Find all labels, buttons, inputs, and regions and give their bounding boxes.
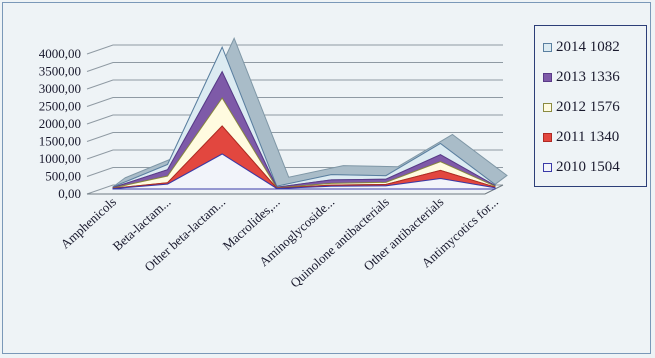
legend-item: 2011 1340: [543, 122, 646, 152]
legend-swatch: [543, 132, 552, 142]
legend-item: 2013 1336: [543, 62, 646, 92]
x-tick-label: Quinolone antibacterials: [287, 194, 392, 290]
y-tick-label: 500,00: [45, 169, 81, 184]
chart-area: 4000,00 3500,00 3000,00 2500,00 2000,00 1500,…: [39, 36, 508, 291]
legend: 2014 1082 2013 1336 2012 1576 2011 1340 2010…: [534, 25, 647, 187]
y-tick-label: 2500,00: [39, 99, 81, 114]
floor-edge: [87, 184, 504, 195]
legend-label: 2013 1336: [556, 68, 620, 85]
legend-item: 2010 1504: [543, 152, 646, 182]
legend-label: 2011 1340: [556, 128, 620, 145]
y-tick-label: 1500,00: [39, 134, 81, 149]
legend-label: 2012 1576: [556, 98, 620, 115]
chart-frame: 4000,00 3500,00 3000,00 2500,00 2000,00 1500,…: [2, 2, 651, 354]
y-tick-label: 1000,00: [39, 151, 81, 166]
legend-item: 2012 1576: [543, 92, 646, 122]
legend-swatch: [543, 72, 552, 82]
legend-item: 2014 1082: [543, 32, 646, 62]
gridline: [86, 44, 503, 55]
legend-label: 2010 1504: [556, 158, 620, 175]
legend-swatch: [543, 102, 552, 112]
y-tick-label: 3000,00: [39, 81, 81, 96]
y-tick-label: 2000,00: [39, 116, 81, 131]
gridline: [86, 149, 503, 160]
gridline: [86, 114, 503, 125]
y-tick-label: 0,00: [58, 186, 81, 201]
gridline: [86, 132, 503, 142]
area-series-2010: [112, 153, 496, 190]
y-tick-label: 4000,00: [39, 46, 81, 61]
gridline: [86, 62, 503, 72]
legend-swatch: [543, 42, 552, 52]
legend-label: 2014 1082: [556, 38, 620, 55]
legend-swatch: [543, 162, 552, 172]
gridline: [86, 79, 503, 90]
gridline: [86, 97, 503, 107]
y-tick-label: 3500,00: [39, 64, 81, 79]
